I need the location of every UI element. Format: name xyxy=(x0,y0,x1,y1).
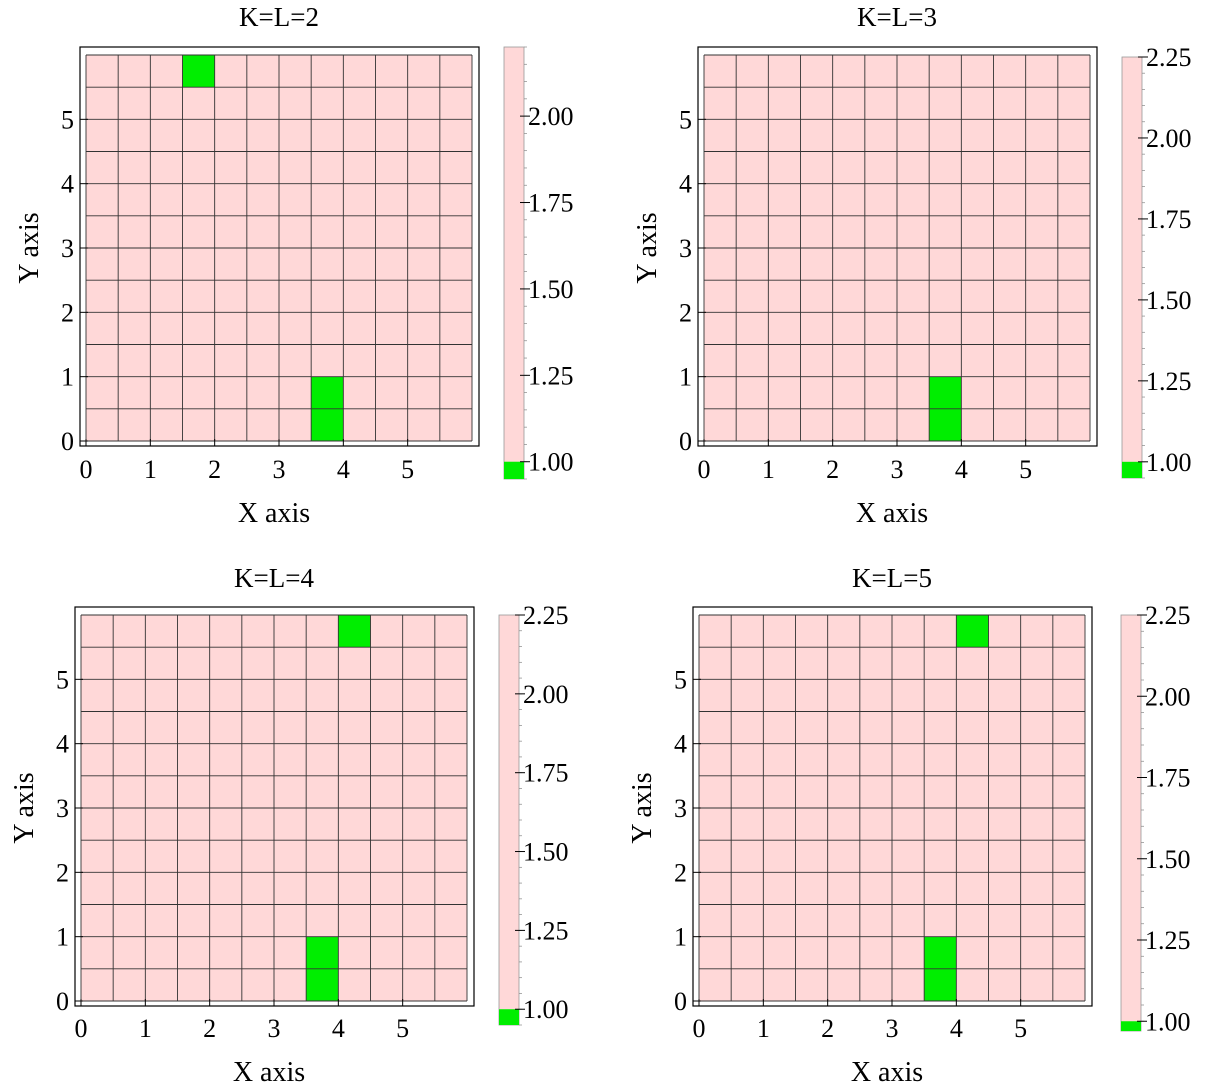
y-tick-label: 3 xyxy=(679,234,692,263)
x-axis-label: X axis xyxy=(856,498,928,529)
colorbar-tick-label: 1.25 xyxy=(1145,926,1191,955)
x-tick-label: 5 xyxy=(401,455,414,484)
chart-title: K=L=2 xyxy=(239,2,319,32)
x-tick-label: 4 xyxy=(337,455,350,484)
colorbar-tick-label: 2.25 xyxy=(1146,43,1192,72)
y-axis-label: Y axis xyxy=(632,212,663,283)
x-tick-label: 3 xyxy=(268,1014,281,1043)
y-tick-label: 4 xyxy=(56,730,69,759)
x-tick-label: 1 xyxy=(139,1014,152,1043)
heatmap-cell-low xyxy=(956,615,989,648)
colorbar-tick-label: 1.75 xyxy=(1145,764,1191,793)
heatmap-cell-low xyxy=(338,615,371,648)
colorbar-tick-label: 1.00 xyxy=(528,448,574,477)
colorbar-tick-label: 2.25 xyxy=(523,601,569,630)
y-tick-label: 4 xyxy=(61,170,74,199)
x-tick-label: 4 xyxy=(955,455,968,484)
x-tick-label: 0 xyxy=(75,1014,88,1043)
y-tick-label: 5 xyxy=(61,105,74,134)
y-axis-label: Y axis xyxy=(9,772,40,843)
colorbar-tick-label: 1.00 xyxy=(1146,448,1192,477)
colorbar-tick-label: 1.50 xyxy=(523,838,569,867)
colorbar-tick-label: 2.00 xyxy=(528,102,574,131)
heatmap-panel-kl4: K=L=4 0 1 2 3 4 5 0 1 2 3 4 5 X axis Y axis 1.00 1.25 1.5… xyxy=(9,563,569,1088)
x-tick-label: 4 xyxy=(950,1014,963,1043)
heatmap-panel-kl5: K=L=5 0 1 2 3 4 5 0 1 2 3 4 5 X axis Y axis 1.00 1.25 1.5… xyxy=(627,563,1191,1088)
colorbar-tick-label: 1.25 xyxy=(1146,367,1192,396)
colorbar xyxy=(498,614,520,1026)
y-axis-label: Y axis xyxy=(627,772,658,843)
x-tick-label: 3 xyxy=(886,1014,899,1043)
colorbar-tick-label: 2.00 xyxy=(1146,124,1192,153)
x-tick-label: 5 xyxy=(1014,1014,1027,1043)
y-tick-label: 5 xyxy=(56,665,69,694)
y-tick-label: 1 xyxy=(679,363,692,392)
y-tick-label: 2 xyxy=(674,858,687,887)
y-tick-label: 3 xyxy=(674,794,687,823)
y-tick-label: 2 xyxy=(679,298,692,327)
x-tick-label: 2 xyxy=(208,455,221,484)
colorbar-tick-label: 1.75 xyxy=(523,759,569,788)
y-tick-label: 3 xyxy=(61,234,74,263)
x-tick-label: 0 xyxy=(693,1014,706,1043)
colorbar-low-band xyxy=(1121,1021,1141,1031)
y-tick-label: 0 xyxy=(56,987,69,1016)
x-tick-label: 2 xyxy=(203,1014,216,1043)
y-tick-label: 4 xyxy=(679,170,692,199)
y-tick-label: 5 xyxy=(674,665,687,694)
y-tick-label: 3 xyxy=(56,794,69,823)
x-tick-label: 1 xyxy=(757,1014,770,1043)
colorbar-tick-label: 1.25 xyxy=(523,916,569,945)
x-tick-label: 5 xyxy=(396,1014,409,1043)
y-tick-label: 0 xyxy=(674,987,687,1016)
y-tick-label: 0 xyxy=(61,427,74,456)
y-tick-label: 2 xyxy=(56,858,69,887)
chart-title: K=L=4 xyxy=(234,563,314,593)
y-axis-label: Y axis xyxy=(14,212,45,283)
colorbar-tick-label: 1.75 xyxy=(1146,205,1192,234)
y-tick-label: 1 xyxy=(674,923,687,952)
colorbar-low-band xyxy=(504,461,524,479)
x-tick-label: 4 xyxy=(332,1014,345,1043)
heatmap-panel-kl3: K=L=3 0 1 2 3 4 5 0 1 2 3 4 5 X axis Y axis 1.00 1.25 1.5… xyxy=(632,2,1192,529)
x-tick-label: 2 xyxy=(826,455,839,484)
x-tick-label: 0 xyxy=(698,455,711,484)
y-tick-label: 1 xyxy=(56,923,69,952)
y-tick-label: 4 xyxy=(674,730,687,759)
x-axis-label: X axis xyxy=(238,498,310,529)
x-tick-label: 1 xyxy=(144,455,157,484)
colorbar-low-band xyxy=(499,1009,519,1025)
x-tick-label: 3 xyxy=(891,455,904,484)
heatmap-cell-low xyxy=(182,55,215,88)
x-tick-label: 1 xyxy=(762,455,775,484)
colorbar xyxy=(1121,56,1143,479)
y-tick-label: 1 xyxy=(61,363,74,392)
colorbar xyxy=(503,46,525,480)
colorbar-tick-label: 1.00 xyxy=(523,995,569,1024)
colorbar-tick-label: 1.25 xyxy=(528,361,574,390)
colorbar-low-band xyxy=(1122,461,1142,478)
colorbar-tick-label: 2.25 xyxy=(1145,601,1191,630)
x-tick-label: 0 xyxy=(80,455,93,484)
colorbar-tick-label: 1.75 xyxy=(528,189,574,218)
colorbar-tick-label: 1.50 xyxy=(1145,845,1191,874)
y-tick-label: 5 xyxy=(679,105,692,134)
colorbar-tick-label: 2.00 xyxy=(1145,682,1191,711)
chart-title: K=L=3 xyxy=(857,2,937,32)
heatmap-panel-kl2: K=L=2 0 1 2 3 4 5 0 1 2 3 4 5 X axis Y axis 1.00 1.25 1.5… xyxy=(14,2,574,529)
colorbar-tick-label: 1.50 xyxy=(528,275,574,304)
x-tick-label: 2 xyxy=(821,1014,834,1043)
colorbar-tick-label: 2.00 xyxy=(523,680,569,709)
chart-title: K=L=5 xyxy=(852,563,932,593)
y-tick-label: 2 xyxy=(61,298,74,327)
colorbar xyxy=(1120,614,1142,1032)
x-axis-label: X axis xyxy=(233,1057,305,1088)
colorbar-tick-label: 1.50 xyxy=(1146,286,1192,315)
x-axis-label: X axis xyxy=(851,1057,923,1088)
colorbar-tick-label: 1.00 xyxy=(1145,1007,1191,1036)
x-tick-label: 3 xyxy=(273,455,286,484)
x-tick-label: 5 xyxy=(1019,455,1032,484)
y-tick-label: 0 xyxy=(679,427,692,456)
